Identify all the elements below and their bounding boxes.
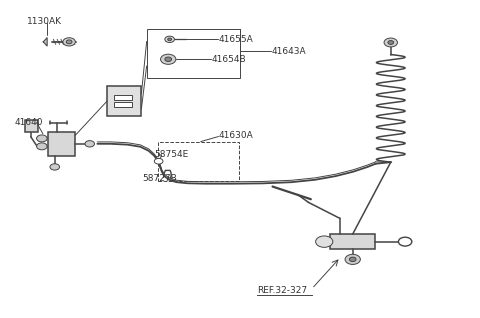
Circle shape <box>85 141 95 147</box>
Circle shape <box>398 237 412 246</box>
Text: 41643A: 41643A <box>271 47 306 56</box>
Bar <box>107 86 142 116</box>
Text: 58727B: 58727B <box>142 174 177 183</box>
Text: 41630A: 41630A <box>218 131 253 140</box>
Circle shape <box>345 254 360 265</box>
Polygon shape <box>43 38 47 46</box>
Circle shape <box>388 41 394 45</box>
Circle shape <box>349 257 356 262</box>
Circle shape <box>50 164 60 170</box>
Circle shape <box>66 40 72 44</box>
Circle shape <box>165 36 174 43</box>
Circle shape <box>155 158 163 164</box>
Bar <box>114 95 132 100</box>
Text: 1130AK: 1130AK <box>27 17 62 26</box>
Bar <box>24 120 38 132</box>
Text: 41654B: 41654B <box>211 55 246 64</box>
Text: 58754E: 58754E <box>154 150 188 159</box>
Circle shape <box>36 143 47 150</box>
Bar <box>157 142 239 181</box>
Text: 41640: 41640 <box>14 118 43 127</box>
Circle shape <box>316 236 333 247</box>
Bar <box>114 102 132 107</box>
Circle shape <box>36 135 47 142</box>
Bar <box>330 234 375 249</box>
Circle shape <box>63 38 75 46</box>
Circle shape <box>165 57 171 61</box>
Text: REF.32-327: REF.32-327 <box>257 286 307 295</box>
Text: 41655A: 41655A <box>218 35 253 44</box>
Bar <box>147 29 240 78</box>
Circle shape <box>384 38 397 47</box>
Bar <box>48 132 75 156</box>
Circle shape <box>168 38 171 41</box>
Circle shape <box>160 54 176 64</box>
